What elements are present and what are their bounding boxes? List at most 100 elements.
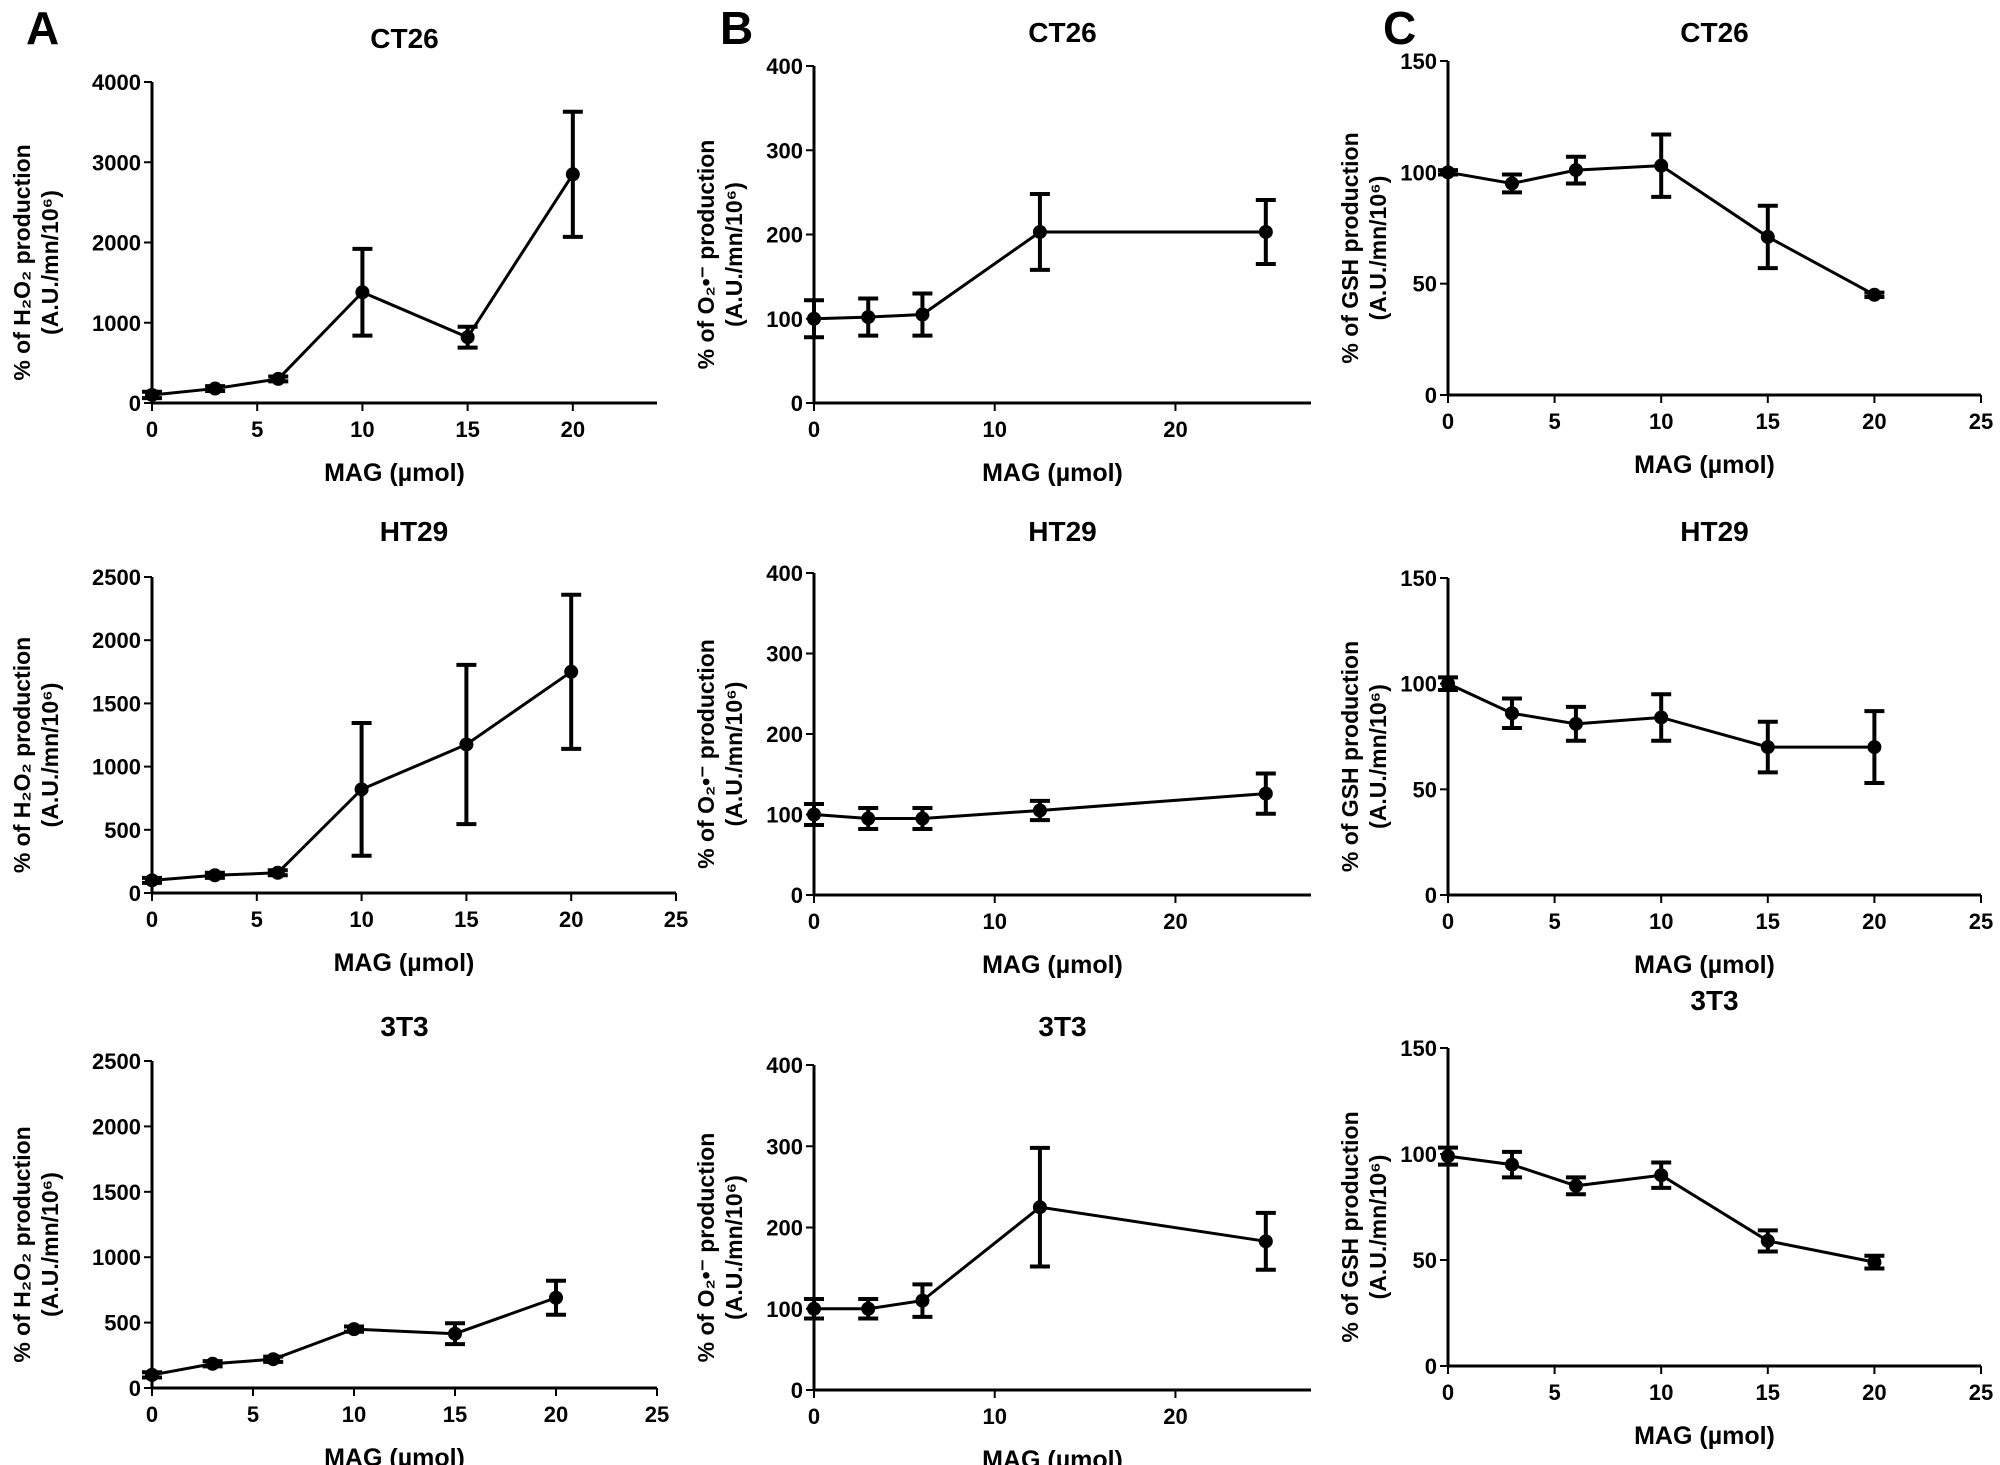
y-tick-label: 150: [1400, 1036, 1437, 1061]
data-point: [1568, 716, 1583, 731]
data-point: [145, 387, 159, 402]
y-axis-label: % of O₂•⁻ production: [693, 639, 719, 869]
x-tick-label: 0: [146, 1402, 158, 1427]
series-line: [151, 173, 575, 397]
data-point: [861, 310, 876, 325]
y-tick-label: 3000: [92, 150, 141, 175]
data-point: [1867, 1255, 1882, 1270]
data-point: [915, 1293, 930, 1308]
y-tick-label: 100: [1400, 1142, 1437, 1167]
data-point: [1760, 229, 1775, 244]
data-point: [1032, 1200, 1047, 1215]
y-tick-label: 0: [791, 883, 803, 908]
x-tick-label: 15: [1756, 409, 1780, 434]
data-point: [1441, 676, 1455, 691]
data-point: [565, 167, 580, 182]
y-axis-label-units: (A.U./mn/10⁶): [721, 182, 747, 327]
y-tick-label: 0: [791, 391, 803, 416]
x-tick-label: 0: [1442, 909, 1454, 934]
data-point: [1032, 803, 1047, 818]
x-tick-label: 20: [1862, 909, 1886, 934]
data-point: [807, 807, 821, 822]
data-point: [1867, 287, 1882, 302]
chart-a-ht29: HT29 0 5 10 15 20 25 0 500 1000 1500 2000 2500 MAG (µ…: [9, 516, 688, 977]
x-tick-label: 0: [146, 417, 158, 442]
y-tick-label: 50: [1413, 272, 1437, 297]
x-tick-label: 10: [350, 417, 374, 442]
x-tick-label: 20: [561, 417, 585, 442]
x-tick-label: 25: [1969, 1380, 1993, 1405]
x-tick-label: 5: [251, 417, 263, 442]
data-point: [807, 311, 821, 326]
y-tick-label: 0: [791, 1378, 803, 1403]
data-point: [1504, 1157, 1519, 1172]
data-point: [354, 782, 369, 797]
x-axis-label: MAG (µmol): [334, 949, 475, 977]
x-tick-label: 25: [1969, 909, 1993, 934]
x-tick-label: 5: [1548, 909, 1560, 934]
y-axis-label: % of O₂•⁻ production: [693, 140, 719, 370]
chart-c-ct26: CT26 0 5 10 15 20 25 0 50 100 150 MAG (µmol) % of GS…: [1337, 17, 1993, 479]
y-tick-label: 50: [1413, 1248, 1437, 1273]
chart-title: CT26: [370, 23, 438, 54]
y-tick-label: 500: [104, 818, 141, 843]
y-axis-label-units: (A.U./mn/10⁶): [721, 1175, 747, 1320]
data-point: [564, 664, 579, 679]
data-point: [549, 1290, 563, 1305]
x-axis-label: MAG (µmol): [1634, 451, 1775, 479]
y-tick-label: 150: [1400, 49, 1437, 74]
y-tick-label: 300: [766, 642, 803, 667]
data-point: [355, 285, 370, 300]
y-tick-label: 200: [766, 722, 803, 747]
y-tick-label: 400: [766, 54, 803, 79]
y-axis-label-units: (A.U./mn/10⁶): [1365, 1155, 1391, 1300]
x-tick-label: 0: [808, 417, 820, 442]
data-point: [1258, 786, 1273, 801]
y-tick-label: 100: [1400, 672, 1437, 697]
y-tick-label: 0: [129, 1376, 141, 1401]
y-tick-label: 2500: [92, 565, 141, 590]
x-tick-label: 25: [664, 907, 688, 932]
data-point: [448, 1326, 462, 1341]
x-tick-label: 10: [342, 1402, 366, 1427]
data-point: [1258, 1234, 1273, 1249]
y-axis-label: % of O₂•⁻ production: [693, 1133, 719, 1363]
data-point: [1760, 740, 1775, 755]
x-tick-label: 15: [1756, 909, 1780, 934]
chart-title: CT26: [1680, 17, 1748, 48]
x-tick-label: 20: [1163, 417, 1187, 442]
x-tick-label: 20: [544, 1402, 568, 1427]
y-tick-label: 0: [129, 881, 141, 906]
data-point: [347, 1322, 361, 1337]
y-tick-label: 100: [766, 803, 803, 828]
data-point: [861, 811, 876, 826]
panel-letter-a: A: [26, 2, 59, 54]
chart-c-ht29: HT29 0 5 10 15 20 25 0 50 100 150 MAG (µmol) % of GS…: [1337, 516, 1993, 979]
x-tick-label: 20: [1163, 1404, 1187, 1429]
data-point: [861, 1301, 876, 1316]
x-tick-label: 0: [146, 907, 158, 932]
x-tick-label: 5: [1548, 1380, 1560, 1405]
data-point: [145, 1367, 159, 1382]
data-point: [807, 1301, 821, 1316]
data-point: [1441, 165, 1455, 180]
chart-title: HT29: [380, 516, 448, 547]
x-tick-label: 15: [454, 907, 478, 932]
chart-a-ct26: CT26 0 5 10 15 20 0 1000 2000 3000 4000 MAG (µmol)%…: [9, 23, 657, 487]
data-point: [145, 873, 159, 888]
data-point: [1441, 1149, 1455, 1164]
x-tick-label: 20: [1862, 1380, 1886, 1405]
x-tick-label: 10: [982, 909, 1006, 934]
x-tick-label: 20: [1862, 409, 1886, 434]
y-tick-label: 100: [766, 307, 803, 332]
data-point: [1760, 1233, 1775, 1248]
x-axis-label: MAG (µmol): [324, 1444, 465, 1465]
x-tick-label: 0: [808, 909, 820, 934]
chart-title: 3T3: [1690, 985, 1738, 1016]
y-tick-label: 50: [1413, 777, 1437, 802]
y-tick-label: 2500: [92, 1049, 141, 1074]
y-axis-label: % of GSH production: [1337, 1111, 1363, 1342]
y-axis-label: % of H₂O₂ production: [9, 1126, 35, 1362]
